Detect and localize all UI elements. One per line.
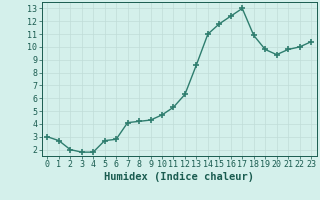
X-axis label: Humidex (Indice chaleur): Humidex (Indice chaleur): [104, 172, 254, 182]
